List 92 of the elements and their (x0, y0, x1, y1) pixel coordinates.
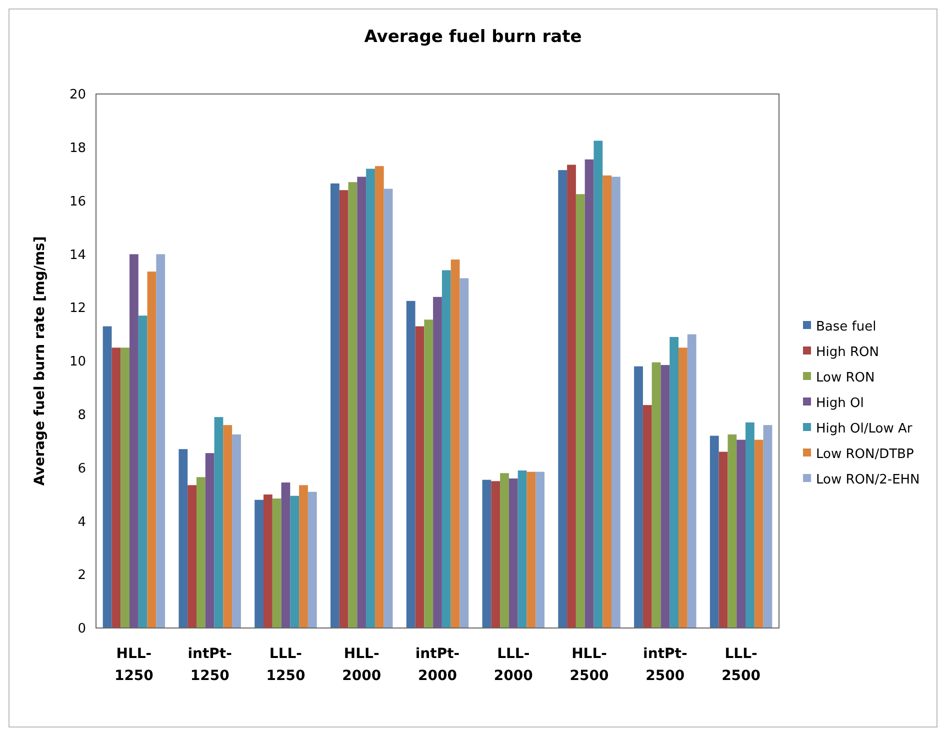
bar (223, 425, 232, 628)
bar (612, 176, 620, 628)
x-tick-label: LLL-2000 (494, 646, 534, 684)
y-tick-label: 20 (69, 88, 86, 103)
bar (594, 140, 603, 628)
bar (763, 425, 772, 628)
legend-label: High Ol (816, 396, 864, 412)
y-tick-label: 10 (69, 354, 86, 370)
bar (567, 164, 576, 628)
bar (652, 362, 661, 628)
bar (576, 194, 585, 628)
legend-label: Base fuel (816, 320, 876, 335)
y-tick-label: 14 (69, 248, 86, 263)
bar (290, 496, 300, 628)
chart-title: Average fuel burn rate (364, 27, 582, 47)
legend-label: Low RON/DTBP (816, 447, 914, 462)
bar (584, 159, 594, 628)
bar (112, 348, 121, 628)
y-tick-label: 0 (78, 622, 86, 637)
bar (710, 436, 719, 628)
legend-label: Low RON (816, 370, 875, 386)
bar (660, 365, 670, 628)
bar (272, 498, 282, 628)
y-axis-title: Average fuel burn rate [mg/ms] (32, 236, 48, 486)
bar (406, 300, 416, 628)
bar (424, 320, 434, 628)
bar (754, 440, 764, 628)
bar (642, 405, 652, 628)
bar (460, 278, 469, 628)
bar (670, 336, 678, 628)
bar (678, 348, 688, 628)
bar (415, 326, 424, 628)
bar (491, 481, 500, 628)
bar (299, 485, 308, 628)
x-tick-label: LLL-2500 (722, 646, 761, 684)
bar (254, 500, 264, 628)
bar (147, 272, 156, 628)
bar (450, 260, 460, 628)
bar (339, 190, 348, 628)
x-tick-label: intPt-2500 (643, 646, 688, 684)
bar (188, 485, 196, 628)
y-tick-label: 8 (78, 408, 86, 423)
bar (558, 170, 568, 628)
bar (120, 348, 130, 628)
bar (156, 254, 166, 628)
x-tick-label: LLL-1250 (266, 646, 306, 684)
bar (728, 434, 737, 628)
legend-label: High Ol/Low Ar (816, 422, 913, 437)
bar (718, 452, 728, 628)
bar (384, 188, 393, 628)
bar (602, 175, 612, 628)
y-tick-label: 2 (78, 568, 86, 584)
bar (138, 316, 148, 628)
y-tick-label: 18 (69, 140, 86, 156)
bar (281, 482, 290, 628)
x-tick-label: intPt-1250 (188, 646, 232, 684)
bar (308, 492, 317, 628)
bar (500, 473, 509, 628)
bar (374, 166, 384, 628)
bar (178, 449, 188, 628)
x-tick-label: HLL-2000 (342, 646, 382, 684)
bar (482, 480, 492, 628)
bar (102, 326, 112, 628)
bar (214, 417, 224, 628)
bar (196, 477, 206, 628)
y-tick-label: 4 (78, 514, 86, 530)
bar (526, 472, 536, 628)
bar (687, 334, 696, 628)
bar (366, 168, 375, 628)
bar (348, 182, 358, 628)
legend-label: High RON (816, 345, 880, 360)
y-tick-label: 12 (69, 301, 86, 316)
bar (232, 434, 241, 628)
x-tick-label: HLL-1250 (114, 646, 154, 684)
bar (357, 176, 366, 628)
bar (634, 366, 643, 628)
bar (330, 183, 340, 628)
bar (736, 440, 746, 628)
bar (746, 422, 754, 628)
bar (433, 296, 442, 628)
bar (536, 472, 545, 628)
bar (205, 453, 214, 628)
bar (264, 494, 272, 628)
y-tick-label: 6 (78, 461, 86, 476)
bar (442, 270, 451, 628)
x-tick-label: HLL-2500 (570, 646, 610, 684)
bar (518, 470, 527, 628)
legend-label: Low RON/2-EHN (816, 472, 920, 488)
bar (130, 254, 138, 628)
bar (508, 478, 518, 628)
y-tick-label: 16 (69, 194, 86, 210)
x-tick-label: intPt-2000 (415, 646, 460, 684)
